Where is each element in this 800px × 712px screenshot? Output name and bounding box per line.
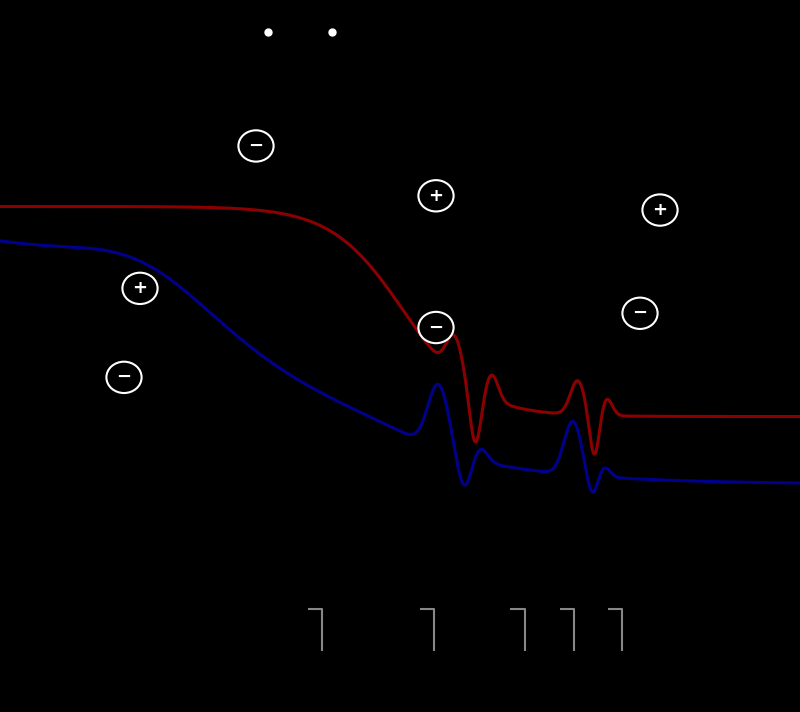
Circle shape [418,180,454,211]
Text: −: − [633,304,647,323]
Text: −: − [429,318,443,337]
Circle shape [642,194,678,226]
Circle shape [106,362,142,393]
Circle shape [418,312,454,343]
Text: +: + [429,187,443,205]
Circle shape [122,273,158,304]
Text: −: − [249,137,263,155]
Text: +: + [133,279,147,298]
Text: +: + [653,201,667,219]
Text: −: − [117,368,131,387]
Circle shape [622,298,658,329]
Circle shape [238,130,274,162]
